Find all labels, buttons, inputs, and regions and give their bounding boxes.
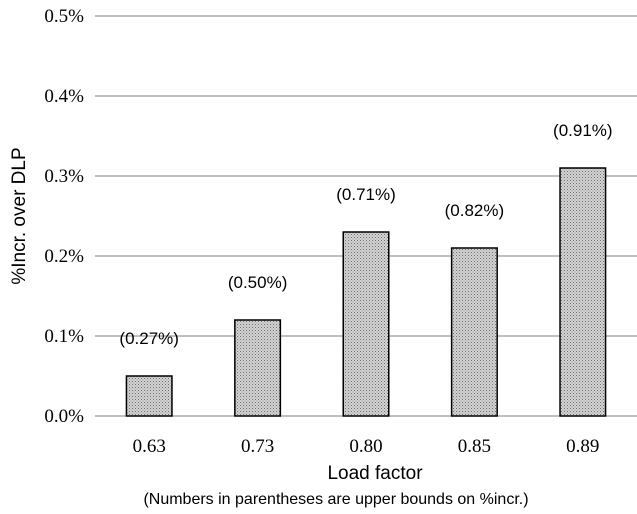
bar-data-label: (0.71%) [336, 185, 396, 204]
y-tick-label: 0.4% [44, 86, 84, 107]
x-tick-label: 0.73 [241, 436, 274, 457]
bar [125, 375, 173, 417]
data-labels: (0.27%) (0.50%) (0.71%) (0.82%) (0.91%) [119, 121, 612, 348]
x-tick-label: 0.85 [458, 436, 491, 457]
bar-data-label: (0.91%) [553, 121, 613, 140]
x-tick-label: 0.89 [566, 436, 599, 457]
y-tick-label: 0.1% [44, 326, 84, 347]
y-tick-label: 0.2% [44, 246, 84, 267]
bar [342, 231, 390, 417]
y-axis-title: %Incr. over DLP [9, 147, 30, 284]
bar [559, 167, 607, 417]
bar-data-label: (0.27%) [119, 329, 179, 348]
x-axis-ticks: 0.63 0.73 0.80 0.85 0.89 [133, 436, 600, 457]
x-axis-title: Load factor [327, 463, 423, 484]
y-tick-label: 0.5% [44, 6, 84, 27]
bars [125, 167, 607, 417]
bar [450, 247, 498, 417]
x-tick-label: 0.80 [349, 436, 382, 457]
x-tick-label: 0.63 [133, 436, 166, 457]
y-axis-ticks: 0.0% 0.1% 0.2% 0.3% 0.4% 0.5% [44, 6, 84, 427]
bar [234, 319, 282, 417]
y-tick-label: 0.0% [44, 406, 84, 427]
bar-data-label: (0.50%) [228, 273, 288, 292]
chart-footnote: (Numbers in parentheses are upper bounds… [143, 491, 528, 508]
y-tick-label: 0.3% [44, 166, 84, 187]
bar-data-label: (0.82%) [445, 201, 505, 220]
